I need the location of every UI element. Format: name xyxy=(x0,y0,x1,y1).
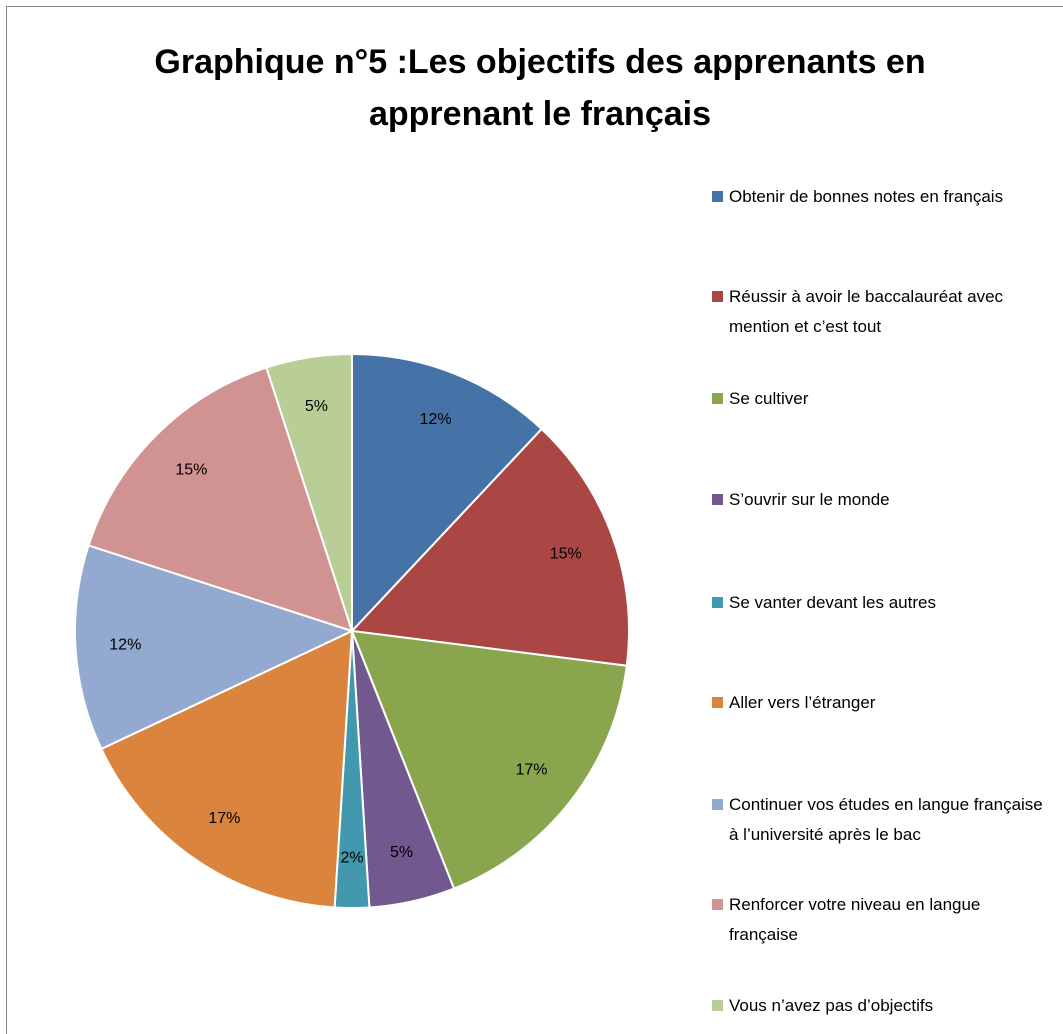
data-label: 15% xyxy=(175,462,207,479)
legend-label: Continuer vos études en langue française… xyxy=(729,795,1043,844)
legend-item: Se cultiver xyxy=(712,384,1047,414)
legend-item: Obtenir de bonnes notes en français xyxy=(712,182,1047,212)
pie-slice xyxy=(100,629,354,909)
pie-slice xyxy=(350,629,628,890)
legend-item: S’ouvrir sur le monde xyxy=(712,485,1047,515)
data-label: 2% xyxy=(340,849,363,866)
legend-label: Se cultiver xyxy=(729,389,809,408)
legend-swatch xyxy=(712,191,723,202)
data-label: 15% xyxy=(550,545,582,562)
legend-swatch xyxy=(712,393,723,404)
pie-slice xyxy=(87,366,354,633)
pie-slice xyxy=(74,544,355,751)
legend-swatch xyxy=(712,291,723,302)
legend-item: Renforcer votre niveau en langue françai… xyxy=(712,890,1047,950)
pie-slice xyxy=(351,352,544,634)
legend-item: Se vanter devant les autres xyxy=(712,588,1047,618)
data-label: 17% xyxy=(515,761,547,778)
data-label: 5% xyxy=(390,844,413,861)
legend-label: Aller vers l’étranger xyxy=(729,693,876,712)
pie-slice xyxy=(349,427,630,667)
chart-title: Graphique n°5 :Les objectifs des apprena… xyxy=(154,43,926,133)
legend-label: Vous n’avez pas d’objectifs xyxy=(729,996,934,1015)
legend-item: Continuer vos études en langue française… xyxy=(712,790,1047,850)
legend-label: Obtenir de bonnes notes en français xyxy=(729,187,1004,206)
legend-swatch xyxy=(712,597,723,608)
chart-frame xyxy=(6,6,1063,1034)
legend-label: Se vanter devant les autres xyxy=(729,593,936,612)
legend-item: Réussir à avoir le baccalauréat avec men… xyxy=(712,282,1047,342)
data-label: 12% xyxy=(109,636,141,653)
legend-swatch xyxy=(712,697,723,708)
legend-label: Renforcer votre niveau en langue françai… xyxy=(729,895,981,944)
data-label: 17% xyxy=(208,810,240,827)
legend-swatch xyxy=(712,799,723,810)
legend-swatch xyxy=(712,1000,723,1011)
legend-swatch xyxy=(712,494,723,505)
legend-label: Réussir à avoir le baccalauréat avec men… xyxy=(729,287,1004,336)
data-label: 5% xyxy=(305,398,328,415)
data-label: 12% xyxy=(420,411,452,428)
legend-label: S’ouvrir sur le monde xyxy=(729,490,890,509)
legend-item: Aller vers l’étranger xyxy=(712,688,1047,718)
legend-swatch xyxy=(712,899,723,910)
pie-slice xyxy=(265,352,353,632)
legend-item: Vous n’avez pas d’objectifs xyxy=(712,991,1047,1021)
